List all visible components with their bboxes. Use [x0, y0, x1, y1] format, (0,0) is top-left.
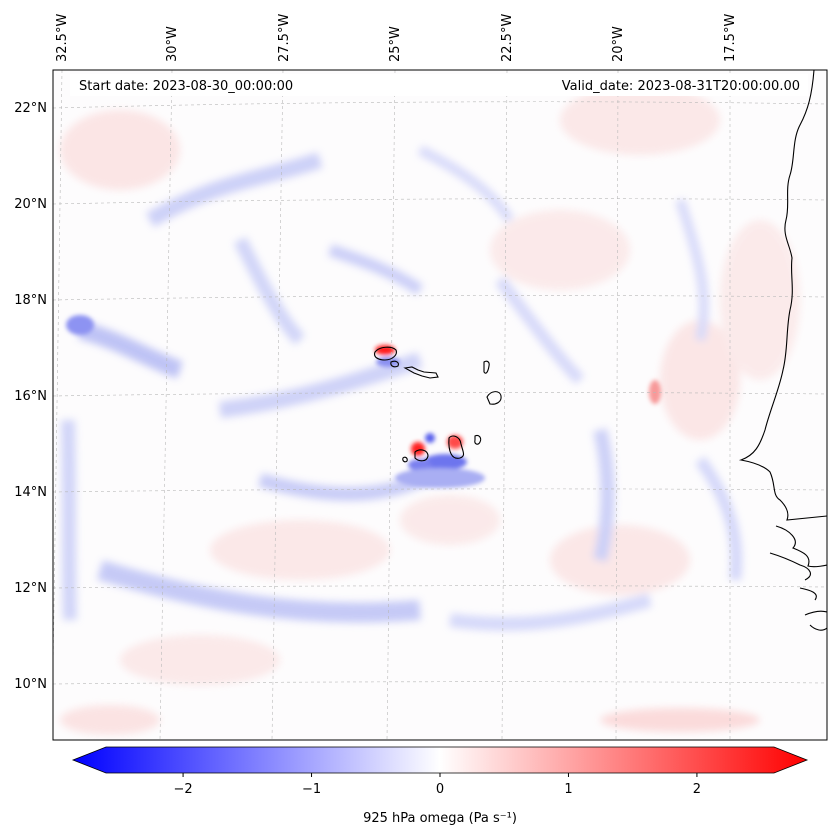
lon-label-25w: 25°W: [388, 26, 403, 62]
colorbar-tick-label: 1: [564, 782, 572, 797]
coastlines: [374, 70, 827, 631]
lat-label-16n: 16°N: [14, 389, 47, 404]
africa-coast: [738, 70, 827, 631]
gridlines: [53, 70, 827, 740]
latitude-labels: 22°N 20°N 18°N 16°N 14°N 12°N 10°N: [14, 101, 47, 692]
lon-label-22.5w: 22.5°W: [500, 14, 515, 62]
island-sal: [483, 360, 490, 374]
valid-date-label: Valid_date: 2023-08-31T20:00:00.00: [562, 79, 800, 94]
map-panel: Start date: 2023-08-30_00:00:00 Valid_da…: [52, 69, 828, 741]
island-maio: [474, 434, 482, 445]
map-frame: [52, 69, 828, 741]
omega-field: [53, 70, 827, 740]
island-sao-nicolau: [403, 366, 439, 379]
island-sao-vicente: [390, 360, 399, 368]
lon-label-32.5w: 32.5°W: [55, 14, 70, 62]
island-fogo: [414, 449, 429, 462]
island-santo-antao: [374, 346, 397, 361]
colorbar-tick-label: 0: [436, 782, 444, 797]
colorbar: −2 −1 0 1 2 925 hPa omega (Pa s⁻¹): [71, 746, 809, 826]
colorbar-tick-label: 2: [693, 782, 701, 797]
lat-label-22n: 22°N: [14, 101, 47, 116]
lon-label-17.5w: 17.5°W: [723, 14, 738, 62]
lon-label-20w: 20°W: [611, 26, 626, 62]
colorbar-tick-label: −1: [302, 782, 321, 797]
island-brava: [402, 456, 408, 463]
lat-label-12n: 12°N: [14, 581, 47, 596]
longitude-labels: 32.5°W 30°W 27.5°W 25°W 22.5°W 20°W 17.5…: [55, 14, 738, 62]
colorbar-label: 925 hPa omega (Pa s⁻¹): [363, 811, 517, 826]
annotation-strip: [70, 74, 808, 96]
lat-label-18n: 18°N: [14, 293, 47, 308]
lat-label-14n: 14°N: [14, 485, 47, 500]
lon-label-27.5w: 27.5°W: [277, 14, 292, 62]
start-date-label: Start date: 2023-08-30_00:00:00: [79, 79, 293, 94]
lat-label-10n: 10°N: [14, 677, 47, 692]
colorbar-body: [71, 746, 809, 774]
island-santiago: [448, 435, 465, 459]
lat-label-20n: 20°N: [14, 197, 47, 212]
colorbar-tick-label: −2: [173, 782, 192, 797]
island-boa-vista: [486, 391, 502, 405]
lon-label-30w: 30°W: [165, 26, 180, 62]
